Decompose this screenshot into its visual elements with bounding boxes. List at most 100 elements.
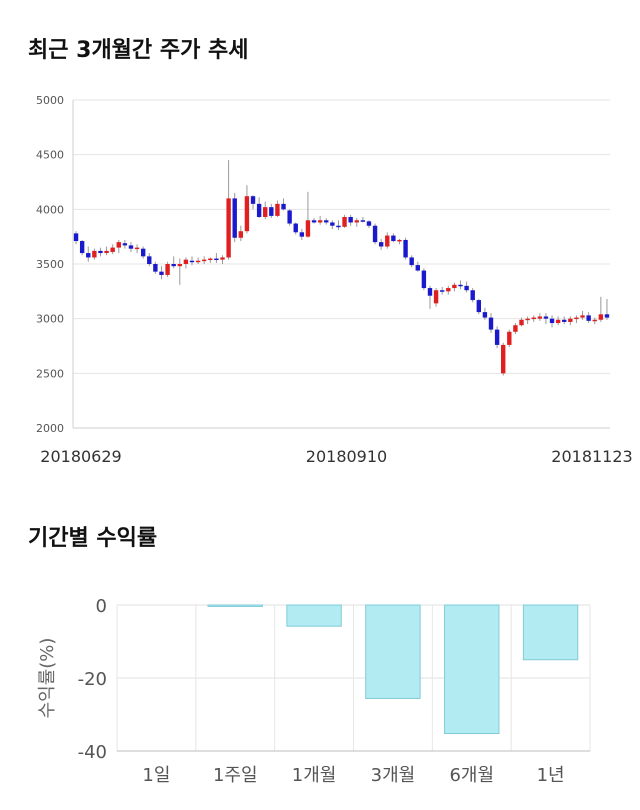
candle — [415, 265, 420, 271]
y-tick-label: 5000 — [36, 94, 64, 107]
return-bar — [522, 604, 579, 661]
candle — [391, 235, 396, 242]
candle — [293, 223, 298, 233]
candle — [519, 319, 524, 326]
candle — [202, 259, 207, 262]
y-tick-label: 2500 — [36, 367, 64, 380]
return-bar — [365, 604, 421, 699]
candle — [275, 203, 280, 216]
y-tick-label: -20 — [78, 669, 107, 690]
candle — [372, 225, 378, 243]
candle — [86, 253, 91, 258]
candle — [452, 284, 457, 289]
candle — [555, 319, 561, 324]
x-category-label: 6개월 — [449, 765, 494, 786]
candle — [244, 196, 250, 232]
candle — [354, 220, 359, 223]
candle — [397, 239, 402, 242]
candle — [214, 258, 219, 261]
candle — [409, 257, 414, 266]
y-tick-label: 4500 — [36, 149, 64, 162]
return-bar — [444, 604, 500, 734]
candle — [501, 344, 506, 374]
candle — [458, 284, 463, 287]
x-category-label: 1주일 — [213, 765, 258, 786]
candle — [598, 314, 604, 320]
candle — [336, 225, 341, 228]
candle — [122, 243, 128, 246]
x-category-label: 1일 — [142, 765, 170, 786]
y-tick-label: 2000 — [36, 422, 64, 435]
candle — [574, 317, 579, 320]
candle — [348, 216, 353, 223]
candle — [464, 285, 469, 291]
candle — [153, 264, 158, 272]
candle — [256, 203, 262, 217]
y-tick-label: 3000 — [36, 313, 64, 326]
candle — [226, 198, 231, 258]
candle — [183, 259, 189, 264]
candle — [232, 198, 237, 238]
candle — [177, 264, 182, 267]
candle — [98, 250, 103, 254]
candle — [604, 314, 610, 318]
candle — [427, 288, 433, 296]
candle — [562, 319, 567, 322]
candle — [366, 221, 372, 226]
candle — [287, 210, 292, 224]
candle — [592, 319, 597, 322]
x-category-label: 3개월 — [371, 765, 416, 786]
stock-trend-title: 최근 3개월간 주가 추세 — [28, 38, 249, 63]
candle — [171, 264, 176, 267]
candle — [385, 235, 390, 247]
candle — [147, 256, 152, 264]
candle — [116, 242, 121, 248]
candle — [140, 248, 146, 257]
return-bar — [207, 604, 263, 607]
candle — [311, 220, 317, 223]
candle — [494, 329, 500, 345]
candle — [299, 232, 305, 237]
candle — [220, 257, 225, 260]
x-category-label: 1개월 — [292, 765, 337, 786]
candle — [421, 270, 427, 289]
y-tick-label: 3500 — [36, 258, 64, 271]
candle — [476, 300, 481, 313]
x-tick-label: 20181123 — [551, 447, 632, 466]
candle — [208, 258, 213, 261]
candle — [330, 222, 335, 226]
candle — [525, 318, 530, 321]
candle — [110, 247, 115, 252]
x-tick-label: 20180629 — [40, 447, 121, 466]
candle — [159, 271, 164, 275]
candle — [165, 264, 170, 275]
candle — [263, 207, 268, 217]
candle — [543, 316, 549, 319]
candle — [531, 317, 536, 320]
returns-by-period-title: 기간별 수익률 — [28, 526, 158, 551]
candle — [580, 315, 585, 318]
candle — [324, 220, 329, 223]
stock-candlestick-chart: 2000 2500 3000 3500 4000 4500 5000 20180629 2018… — [36, 94, 633, 466]
candle — [507, 331, 512, 345]
candle — [92, 250, 97, 258]
y-axis-label: 수익률(%) — [37, 638, 58, 719]
candle — [433, 290, 439, 304]
return-bar — [286, 604, 342, 627]
candle — [488, 317, 494, 330]
candle — [513, 325, 518, 332]
candle — [470, 290, 475, 301]
x-tick-label: 20180910 — [306, 447, 387, 466]
candle — [128, 245, 134, 249]
candle — [568, 318, 573, 322]
candle — [360, 220, 366, 222]
y-tick-label: 4000 — [36, 203, 64, 216]
candle — [549, 318, 555, 324]
candle — [250, 196, 256, 204]
candle — [586, 315, 591, 321]
candle — [281, 203, 286, 210]
candle — [482, 312, 488, 318]
candle — [104, 250, 109, 254]
candle — [79, 241, 85, 254]
